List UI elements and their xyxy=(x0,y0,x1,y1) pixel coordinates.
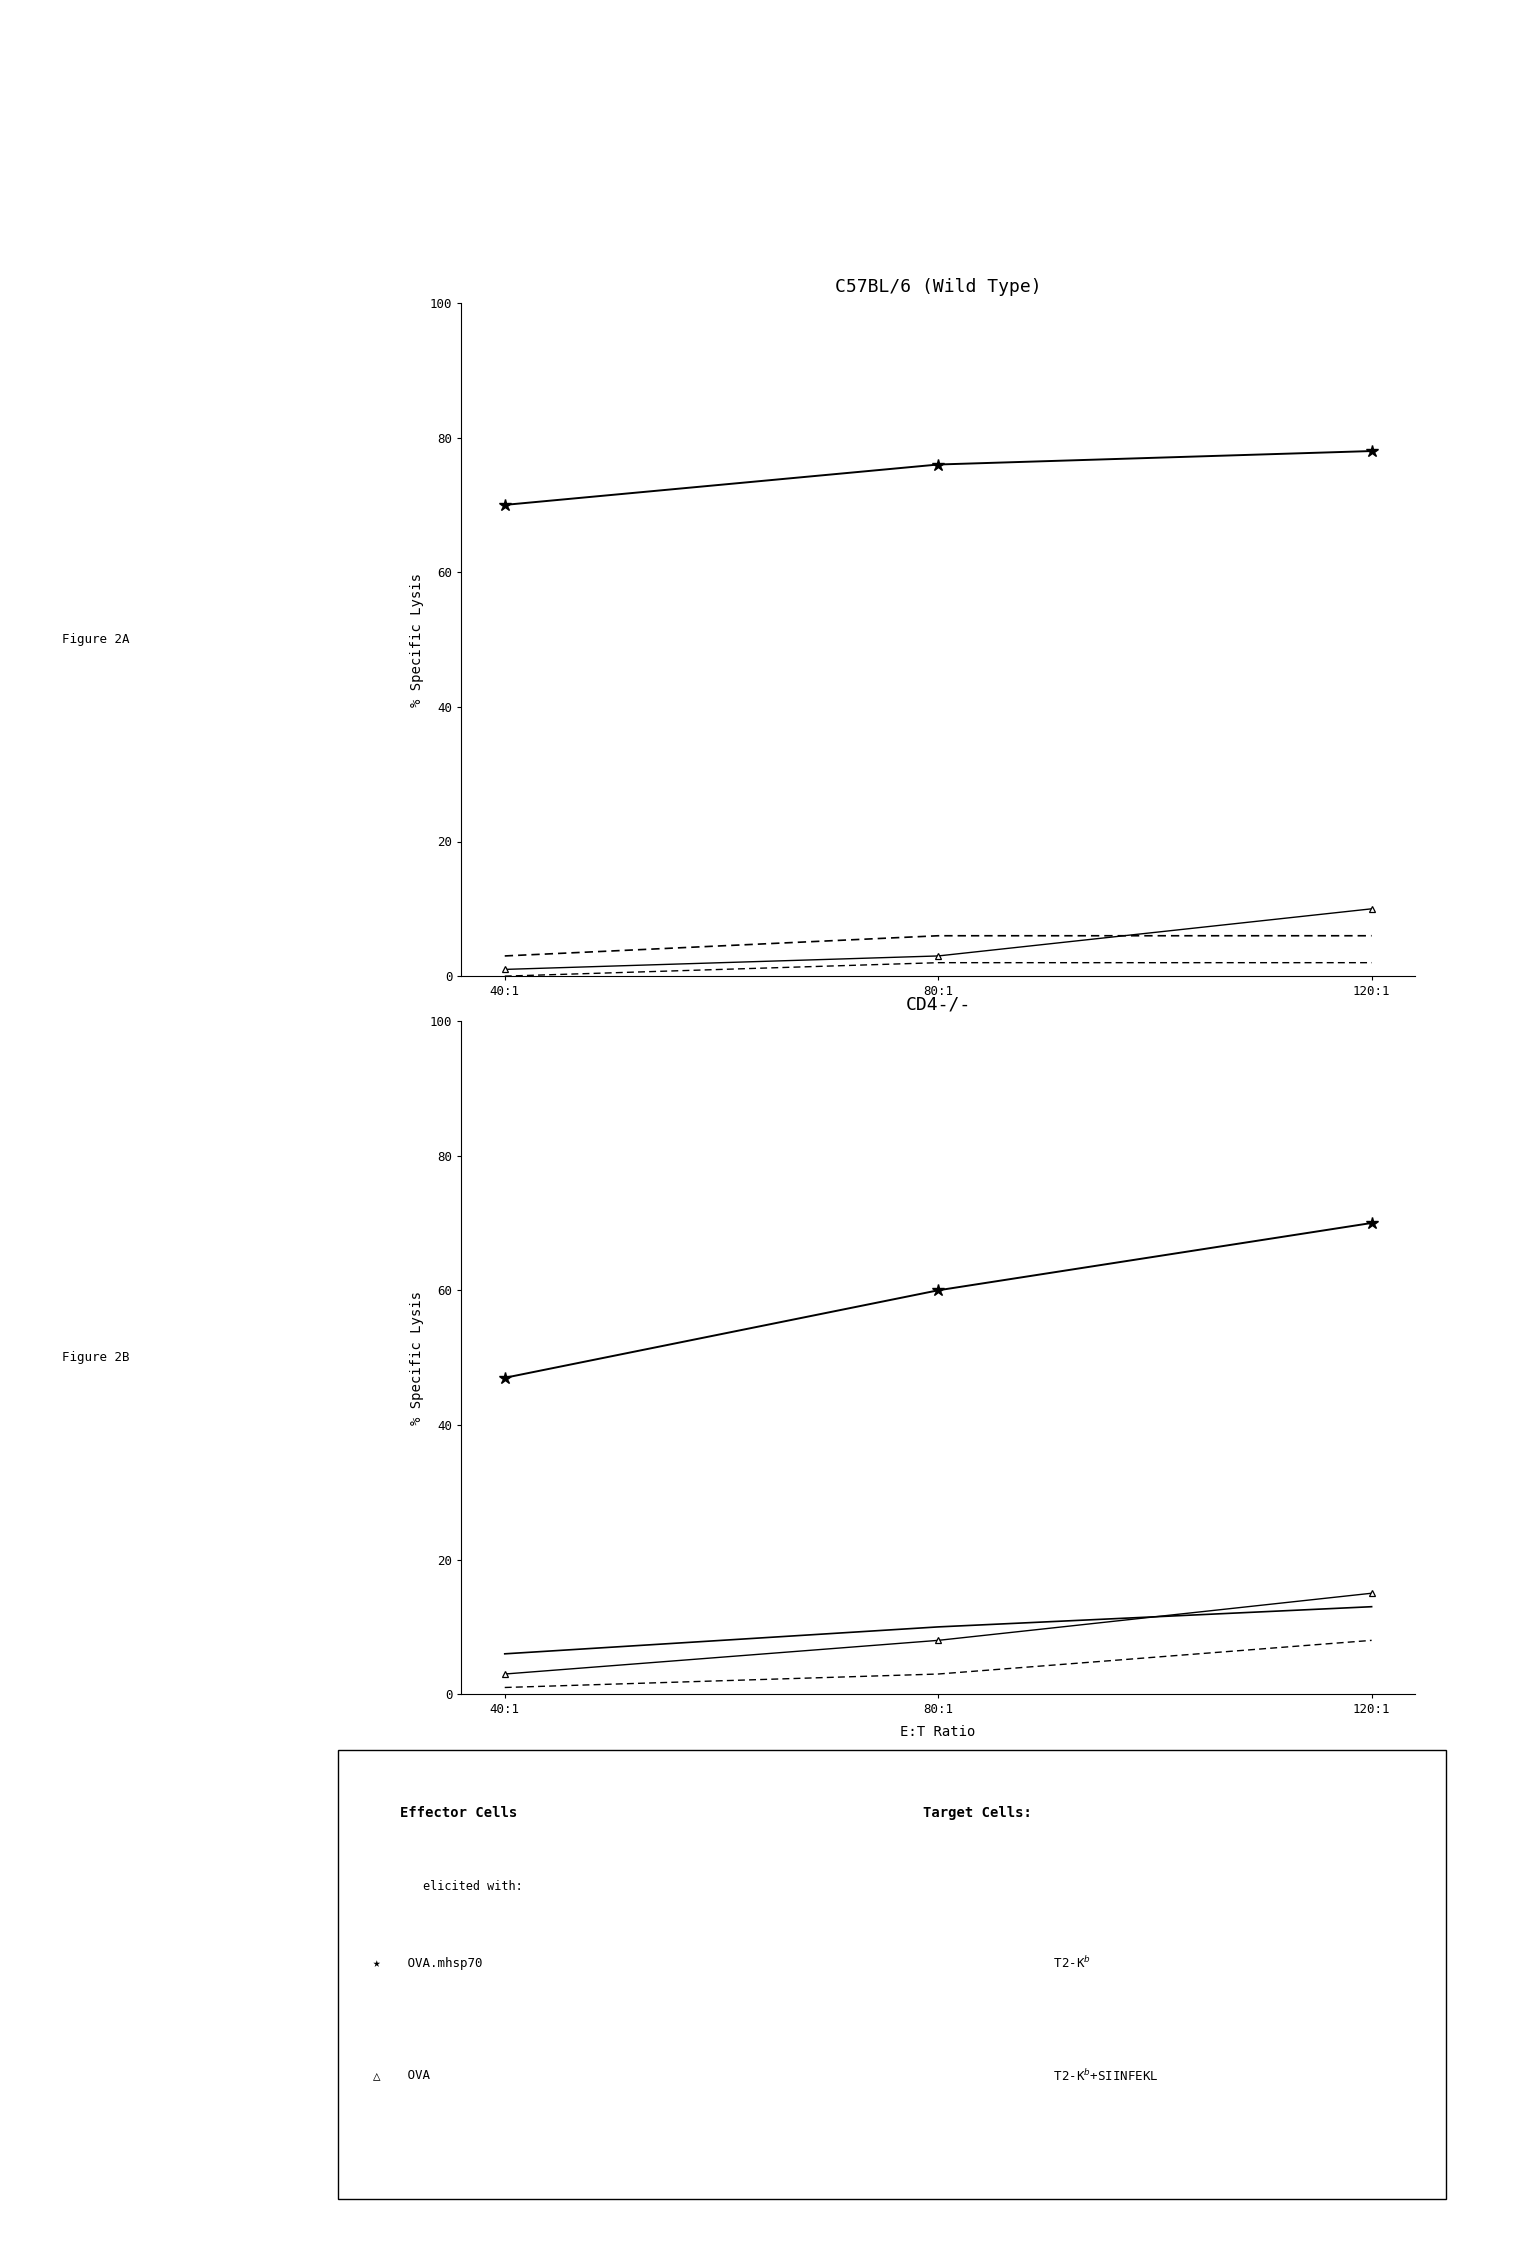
Text: OVA.mhsp70: OVA.mhsp70 xyxy=(400,1957,483,1970)
Text: Figure 2A: Figure 2A xyxy=(62,633,129,646)
Title: C57BL/6 (Wild Type): C57BL/6 (Wild Type) xyxy=(835,278,1041,296)
Text: T2-K$^b$: T2-K$^b$ xyxy=(1046,1955,1090,1972)
Text: elicited with:: elicited with: xyxy=(423,1880,523,1894)
Y-axis label: % Specific Lysis: % Specific Lysis xyxy=(411,572,424,707)
Text: △: △ xyxy=(374,2069,380,2082)
Text: Figure 2B: Figure 2B xyxy=(62,1351,129,1364)
Text: Effector Cells: Effector Cells xyxy=(400,1806,517,1820)
Y-axis label: % Specific Lysis: % Specific Lysis xyxy=(411,1290,424,1425)
Text: ★: ★ xyxy=(374,1957,380,1970)
X-axis label: E:T Ratio: E:T Ratio xyxy=(900,1726,977,1739)
Text: OVA: OVA xyxy=(400,2069,431,2082)
Text: T2-K$^b$+SIINFEKL: T2-K$^b$+SIINFEKL xyxy=(1046,2067,1158,2085)
Text: Target Cells:: Target Cells: xyxy=(923,1806,1032,1820)
Title: CD4-/-: CD4-/- xyxy=(906,996,970,1014)
